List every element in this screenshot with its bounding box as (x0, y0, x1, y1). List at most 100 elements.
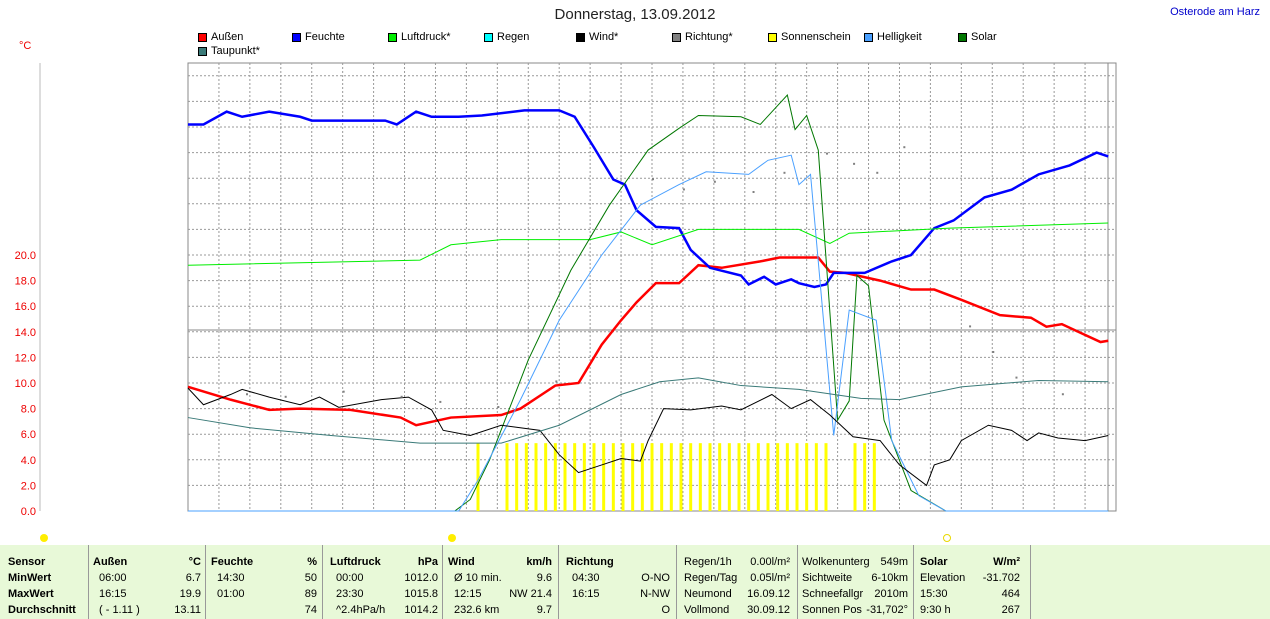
legend-item: Luftdruck* (388, 31, 451, 43)
legend-item: Helligkeit (864, 31, 922, 43)
legend-item: Außen (198, 31, 243, 43)
feuchte-row: 01:00 89 (211, 586, 317, 602)
solar-label: 9:30 h (920, 604, 951, 616)
richtung-dot (969, 325, 972, 328)
solar-title: Solar (920, 556, 948, 568)
luftdruck-value: 1014.2 (404, 604, 438, 616)
feuchte-header: Feuchte% (211, 554, 317, 570)
legend-label: Luftdruck* (401, 31, 451, 43)
feuchte-row: 74 (211, 602, 317, 618)
solar-row: 9:30 h 267 (920, 602, 1020, 618)
richtung-dot (400, 395, 403, 398)
aussen-time: 06:00 (99, 572, 127, 584)
solar-value: -31.702 (982, 572, 1020, 584)
divider (797, 545, 798, 619)
richtung-dot (826, 152, 828, 155)
sunshine-bar (679, 443, 683, 511)
sunshine-bar (814, 443, 818, 511)
wolken-value: 2010m (874, 588, 908, 600)
wolken-row: Sonnen Pos -31,702° (802, 602, 908, 618)
aussen-value: 13.11 (174, 604, 201, 616)
luftdruck-time: 23:30 (336, 588, 364, 600)
richtung-time (566, 604, 572, 616)
aussen-title: Außen (93, 556, 128, 568)
sunshine-bar (718, 443, 722, 511)
legend-item: Solar (958, 31, 997, 43)
sunshine-bar (698, 443, 702, 511)
legend-swatch (576, 32, 585, 42)
aussen-value: 6.7 (185, 572, 201, 584)
wolken-label: Sichtweite (802, 572, 853, 584)
weather-chart: 0.0 2.0 4.0 6.0 8.0 10.0 12.0 14.0 16.0 18.0 20.0 (15, 62, 1117, 542)
regen-value: 16.09.12 (747, 588, 790, 600)
statistics-table: Sensor MinWert MaxWert Durchschnitt Auße… (0, 545, 1270, 619)
divider (322, 545, 323, 619)
richtung-value: O-NO (641, 572, 670, 584)
sunshine-bar (853, 443, 857, 511)
sunset-icon (943, 534, 951, 542)
location-link[interactable]: Osterode am Harz (1170, 6, 1260, 18)
feuchte-row: 14:30 50 (211, 570, 317, 586)
regen-value: 0.05l/m² (750, 572, 790, 584)
wind-row: 232.6 km 9.7 (448, 602, 552, 618)
wolken-column: Wolkenunterg 549m Sichtweite 6-10km Schneefa… (802, 545, 908, 619)
sun-icon (40, 534, 48, 542)
sunshine-bar (611, 443, 615, 511)
richtung-row: 16:15 N-NW (566, 586, 670, 602)
y-tick-label: 0.0 (21, 506, 36, 518)
sunshine-bar (805, 443, 809, 511)
wind-row: Ø 10 min. 9.6 (448, 570, 552, 586)
y-tick-label: 20.0 (15, 250, 36, 262)
richtung-dot (713, 180, 716, 183)
aussen-row: 16:15 19.9 (93, 586, 201, 602)
richtung-dot (992, 351, 995, 353)
richtung-dot (246, 393, 248, 396)
luftdruck-unit: hPa (417, 556, 438, 568)
legend-item: Wind* (576, 31, 618, 43)
legend-swatch (484, 32, 493, 42)
wind-value: 9.7 (536, 604, 552, 616)
luftdruck-row: 23:30 1015.8 (330, 586, 438, 602)
wolken-value: -31,702° (866, 604, 908, 616)
aussen-header: Außen °C (93, 554, 201, 570)
legend-label: Außen (211, 31, 244, 43)
sunshine-bar (476, 443, 480, 511)
richtung-header: Richtung (566, 554, 670, 570)
regen-label: Regen/Tag (684, 572, 738, 584)
wind-unit: km/h (526, 556, 552, 568)
sunshine-bar (785, 443, 789, 511)
legend-item: Sonnenschein (768, 31, 851, 43)
feuchte-title: Feuchte (211, 556, 254, 568)
aussen-unit: °C (188, 556, 201, 568)
aussen-row: ( - 1.11 ) 13.11 (93, 602, 201, 618)
sunshine-bar (669, 443, 673, 511)
sunshine-bar (515, 443, 519, 511)
luftdruck-title: Luftdruck (330, 556, 381, 568)
wind-title: Wind (448, 556, 475, 568)
y-tick-label: 2.0 (21, 480, 36, 492)
richtung-title: Richtung (566, 556, 614, 568)
regen-row: Regen/Tag 0.05l/m² (684, 570, 790, 586)
richtung-time: 04:30 (572, 572, 600, 584)
sunshine-bar (621, 443, 625, 511)
sunshine-bar (872, 443, 876, 511)
regen-value: 0.00l/m² (750, 556, 790, 568)
solar-value: 464 (1001, 588, 1020, 600)
luftdruck-value: 1012.0 (404, 572, 438, 584)
divider (913, 545, 914, 619)
sunshine-bar (544, 443, 548, 511)
richtung-row: O (566, 602, 670, 618)
sunshine-bar (756, 443, 760, 511)
richtung-column: Richtung 04:30 O-NO 16:15 N-NW O (566, 545, 670, 619)
richtung-dot (342, 390, 345, 393)
sunshine-bar (737, 443, 741, 511)
solar-row: Elevation -31.702 (920, 570, 1020, 586)
solar-label: Elevation (920, 572, 966, 584)
legend-label: Regen (497, 31, 530, 43)
legend-swatch (198, 32, 207, 42)
wolken-row: Sichtweite 6-10km (802, 570, 908, 586)
solar-column: Solar W/m² Elevation -31.702 15:30 464 9:30 h 2… (920, 545, 1020, 619)
series-line-taupunkt (187, 377, 1109, 444)
richtung-dot (555, 380, 558, 383)
luftdruck-time: ^2.4hPa/h (336, 604, 386, 616)
